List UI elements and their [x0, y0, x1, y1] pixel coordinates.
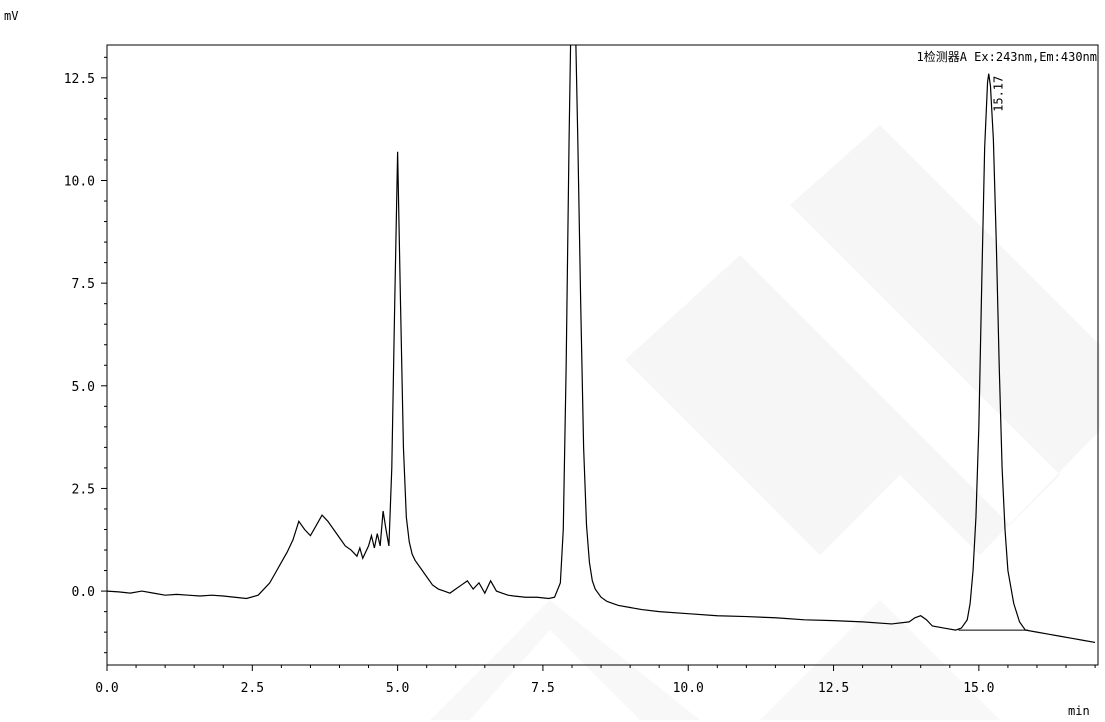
- series-group: [107, 45, 1096, 644]
- y-unit-label: mV: [4, 9, 18, 23]
- y-tick-label: 2.5: [72, 482, 95, 497]
- x-axis-ticks: 0.0 2.5 5.0 7.5 10.0 12.5 15.0: [95, 665, 1096, 696]
- x-tick-label: 10.0: [673, 681, 704, 696]
- y-tick-label: 5.0: [72, 380, 95, 395]
- y-axis-ticks: 0.0 2.5 5.0 7.5 10.0 12.5: [64, 56, 107, 654]
- y-tick-label: 10.0: [64, 174, 95, 189]
- watermark: [430, 125, 1100, 720]
- peak-labels: 15.17: [992, 76, 1006, 112]
- series-line: [107, 45, 1096, 644]
- x-tick-label: 0.0: [95, 681, 118, 696]
- x-tick-label: 15.0: [963, 681, 994, 696]
- peak-label: 15.17: [992, 76, 1006, 112]
- y-tick-label: 0.0: [72, 585, 95, 600]
- x-tick-label: 5.0: [386, 681, 409, 696]
- x-unit-label: min: [1068, 704, 1090, 718]
- x-tick-label: 7.5: [531, 681, 554, 696]
- plot-frame: [106, 44, 1099, 666]
- y-tick-label: 12.5: [64, 72, 95, 87]
- y-tick-label: 7.5: [72, 277, 95, 292]
- x-tick-label: 2.5: [241, 681, 264, 696]
- detector-label: 1检测器A Ex:243nm,Em:430nm: [917, 49, 1098, 64]
- x-tick-label: 12.5: [818, 681, 849, 696]
